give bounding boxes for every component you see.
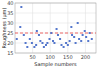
point [80, 40, 82, 42]
grid-line [32, 3, 33, 53]
tick-label: 150 [63, 54, 73, 60]
reference-line [15, 33, 96, 34]
point [29, 38, 31, 40]
point [63, 46, 65, 48]
point [77, 22, 79, 24]
point [53, 42, 55, 44]
grid-line [15, 33, 96, 34]
point [57, 34, 59, 36]
plot-area [15, 3, 96, 53]
point [75, 42, 77, 44]
point [69, 40, 71, 42]
tick-label: 15 [7, 50, 13, 56]
tick-label: 25 [7, 30, 13, 36]
point [49, 38, 51, 40]
point [89, 32, 91, 34]
point [50, 32, 52, 34]
tick-label: 100 [45, 54, 55, 60]
y-axis-label: Roughness (µm) [1, 8, 8, 49]
point [43, 46, 45, 48]
point [70, 26, 72, 28]
grid [15, 3, 96, 53]
point [35, 44, 37, 46]
grid-line [15, 13, 96, 14]
point [56, 28, 58, 30]
point [31, 42, 33, 44]
point [39, 40, 41, 42]
point [46, 42, 48, 44]
point [84, 30, 86, 32]
point [59, 38, 61, 40]
point [36, 30, 38, 32]
point [25, 42, 27, 44]
point [65, 42, 67, 44]
point [33, 46, 35, 48]
point [38, 34, 40, 36]
point [71, 34, 73, 36]
point [85, 36, 87, 38]
point [52, 40, 54, 42]
point [82, 34, 84, 36]
point [60, 44, 62, 46]
point [45, 44, 47, 46]
marks [15, 6, 96, 48]
point [23, 34, 25, 36]
chart-container: 15 20 25 30 35 40 50 100 150 200 Sample numbers Rou… [0, 0, 100, 67]
grid-line [15, 43, 96, 44]
tick-label: 30 [7, 20, 13, 26]
point [20, 6, 22, 8]
chart: 15 20 25 30 35 40 50 100 150 200 Sample numbers Rou… [0, 0, 100, 67]
tick-label: 20 [7, 40, 13, 46]
axes: 15 20 25 30 35 40 50 100 150 200 [7, 0, 90, 60]
point [19, 26, 21, 28]
tick-label: 35 [7, 10, 13, 16]
grid-line [67, 3, 68, 53]
point [26, 46, 28, 48]
point [78, 38, 80, 40]
point [16, 38, 18, 40]
grid-line [15, 23, 96, 24]
point [91, 38, 93, 40]
point [67, 44, 69, 46]
tick-label: 50 [29, 54, 35, 60]
grid-line [85, 3, 86, 53]
grid-line [50, 3, 51, 53]
point [87, 40, 89, 42]
plot-frame [15, 3, 96, 53]
x-axis-label: Sample numbers [34, 61, 77, 67]
point [73, 36, 75, 38]
tick-label: 40 [7, 0, 13, 6]
point [41, 42, 43, 44]
tick-label: 200 [81, 54, 91, 60]
